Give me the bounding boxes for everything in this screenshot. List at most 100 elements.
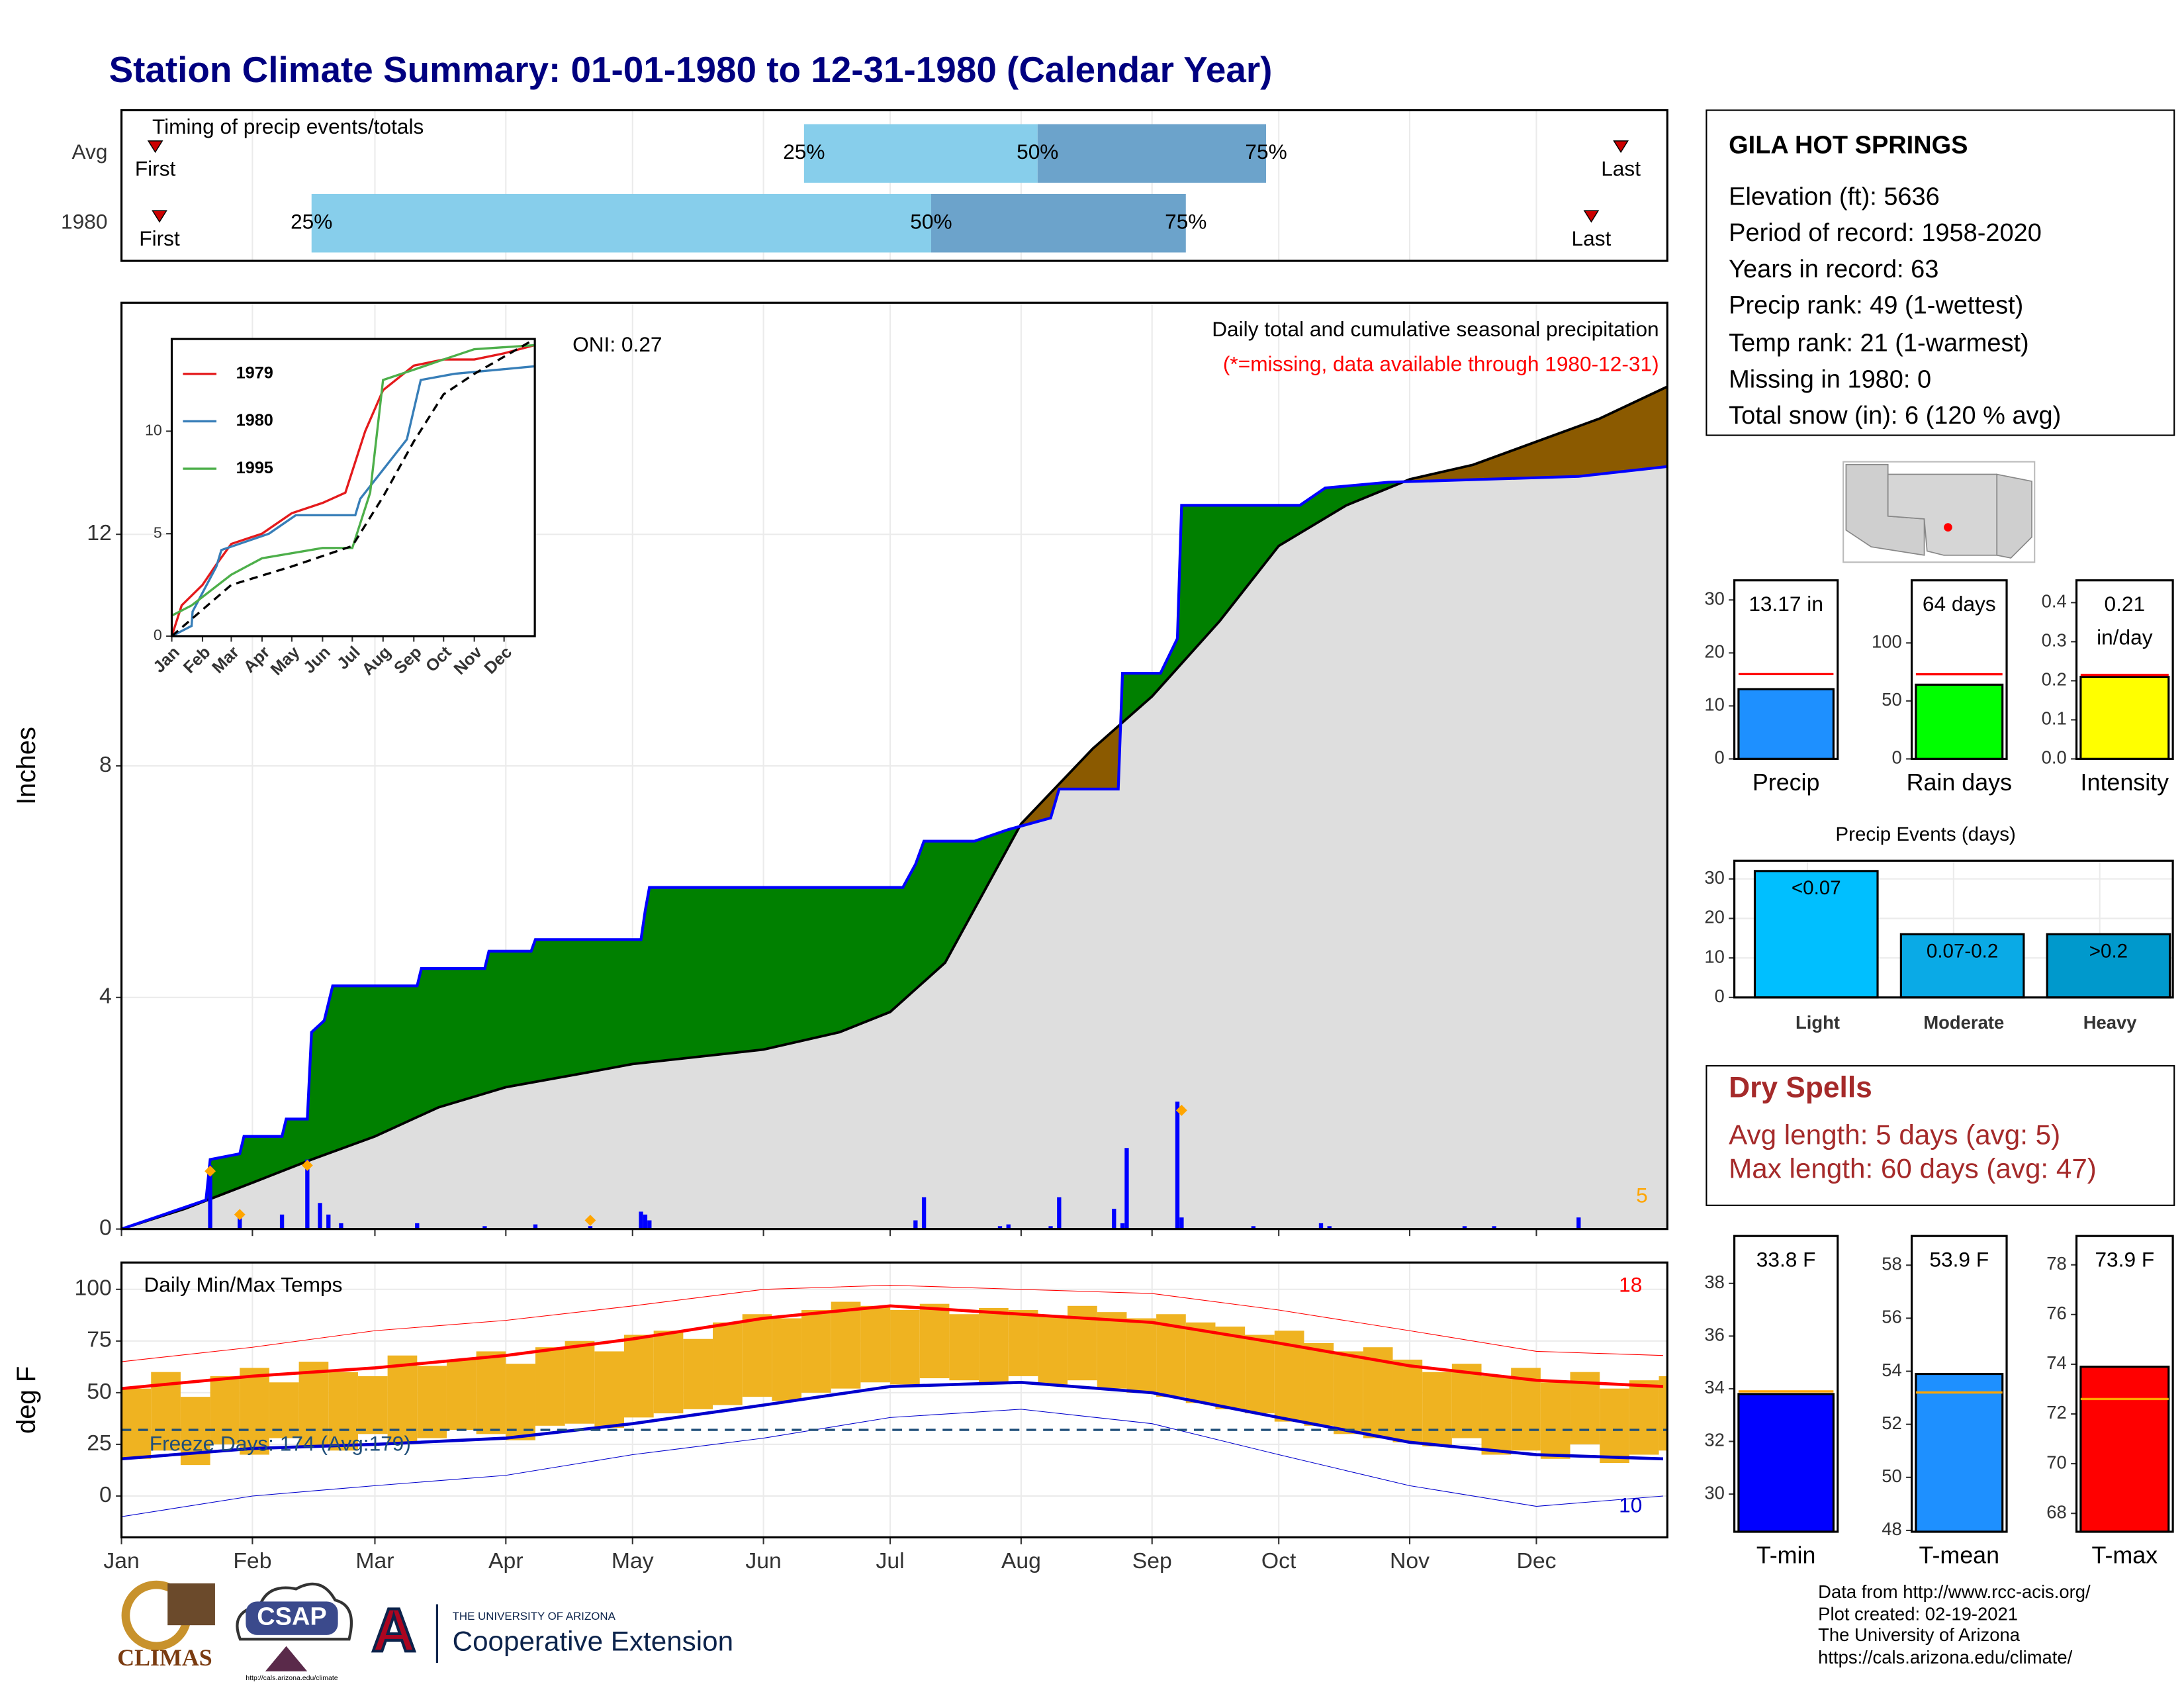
y-axis-title: Inches	[12, 727, 41, 805]
y-tick-label: 0.2	[2042, 669, 2067, 690]
category-label: T-min	[1756, 1542, 1816, 1568]
y-tick-label: 75	[87, 1327, 112, 1352]
value-label: 0.21 in/day	[2097, 592, 2153, 651]
bin-label: >0.2	[2089, 941, 2128, 962]
daily-bar	[913, 1220, 918, 1229]
temp-line	[121, 1304, 1664, 1390]
y-tick-label: 20	[1704, 641, 1725, 662]
min-count: 10	[1619, 1493, 1642, 1517]
y-tick-label: 0	[99, 1215, 112, 1241]
quartile-label: 75%	[1245, 140, 1287, 164]
x-tick-label: Dec	[1516, 1548, 1556, 1573]
station-box	[1706, 109, 2175, 436]
station-line: Years in record: 63	[1729, 256, 1938, 283]
x-tick-label: Jan	[103, 1548, 139, 1573]
plot-frame	[120, 301, 1668, 1231]
y-tick-label: 100	[74, 1276, 111, 1301]
legend-label: 1980	[236, 411, 273, 430]
y-tick-label: 0.4	[2042, 591, 2067, 612]
y-tick-label: 10	[1704, 946, 1725, 966]
bin-label: <0.07	[1792, 877, 1841, 899]
plot-frame	[120, 109, 1668, 262]
series-line	[171, 344, 535, 636]
category-label: Precip	[1752, 769, 1820, 796]
y-tick-label: 68	[2046, 1501, 2067, 1522]
temp-range-bar	[476, 1351, 506, 1434]
footer-line: Plot created: 02-19-2021	[1818, 1604, 2018, 1624]
y-tick-label: 12	[87, 520, 112, 545]
daily-bar	[1175, 1102, 1180, 1229]
value-label: 13.17 in	[1749, 592, 1823, 617]
temp-range-bar	[1659, 1376, 1668, 1451]
temp-range-bar	[357, 1376, 388, 1434]
category-label: Rain days	[1907, 769, 2012, 796]
quartile-bar	[311, 193, 931, 253]
temp-range-bar	[1629, 1380, 1659, 1455]
daily-bar	[339, 1223, 343, 1229]
bar	[2079, 675, 2170, 761]
y-tick-label: 10	[1704, 694, 1725, 715]
temp-range-bar	[1481, 1376, 1512, 1455]
map-state	[1845, 463, 1925, 556]
csap-badge	[246, 1601, 338, 1635]
station-dot	[1944, 523, 1952, 532]
category-label: Heavy	[2083, 1012, 2138, 1033]
y-tick-label: 76	[2046, 1303, 2067, 1323]
station-line: Temp rank: 21 (1-warmest)	[1729, 330, 2029, 357]
timeline-label: Timing of precip events/totals	[152, 115, 424, 138]
quartile-bar	[1037, 124, 1267, 183]
y-tick-label: 4	[99, 984, 112, 1009]
quartile-bar	[931, 193, 1186, 253]
csap-logo-text: CSAP	[257, 1603, 326, 1631]
x-tick-label: Sep	[1132, 1548, 1172, 1573]
category-label: T-mean	[1919, 1542, 2000, 1568]
daily-bar	[1576, 1217, 1581, 1229]
plot-frame	[1733, 579, 1839, 761]
map-state	[1996, 473, 2032, 559]
y-tick-label: 48	[1882, 1519, 1902, 1539]
x-tick-label: Feb	[233, 1548, 271, 1573]
quartile-label: 25%	[291, 210, 332, 234]
daily-bar	[1006, 1224, 1011, 1229]
temp-range-bar	[831, 1301, 861, 1389]
quartile-label: 50%	[1017, 140, 1058, 164]
value-label-box: 13.17 in	[1749, 592, 1823, 617]
y-tick-label: 32	[1704, 1430, 1725, 1450]
bar	[1737, 1393, 1835, 1533]
temp-range-bar	[1008, 1310, 1038, 1376]
temp-range-bar	[1334, 1351, 1363, 1434]
temp-range-bar	[919, 1303, 950, 1379]
extension-name: Cooperative Extension	[453, 1626, 733, 1657]
row-label: Avg	[71, 140, 107, 164]
dry-spells-line: Max length: 60 days (avg: 47)	[1729, 1152, 2097, 1184]
category-label: Intensity	[2081, 769, 2169, 796]
y-tick-label: 25	[87, 1430, 112, 1456]
snow-marker	[584, 1215, 596, 1226]
dry-spells-line: Avg length: 5 days (avg: 5)	[1729, 1119, 2060, 1150]
logos: CLIMAS CSAP http://cals.arizona.edu/clim…	[117, 1580, 733, 1682]
oni-label: ONI: 0.27	[572, 332, 662, 356]
value-label: 73.9 F	[2095, 1248, 2155, 1272]
temp-range-bar	[446, 1359, 477, 1430]
snow-marker	[1175, 1104, 1187, 1116]
page-title: Station Climate Summary: 01-01-1980 to 1…	[109, 49, 1273, 90]
temp-range-bar	[1304, 1342, 1334, 1426]
value-label: 33.8 F	[1756, 1248, 1816, 1272]
y-tick-label: 36	[1704, 1325, 1725, 1345]
footer-line: https://cals.arizona.edu/climate/	[1818, 1647, 2072, 1667]
event-label: First	[135, 156, 176, 180]
y-tick-label: 8	[99, 752, 112, 777]
daily-bar	[1492, 1226, 1496, 1229]
daily-bar	[238, 1217, 242, 1229]
plot-frame	[1910, 579, 2008, 761]
y-tick-label: 30	[1704, 1482, 1725, 1503]
temp-range-bar	[328, 1372, 358, 1451]
bar	[1915, 1372, 2004, 1533]
x-tick-label: Nov	[1390, 1548, 1430, 1573]
snow-marker	[301, 1160, 313, 1171]
temp-range-bar	[890, 1310, 920, 1385]
location-map	[1843, 461, 2036, 563]
daily-bar	[318, 1203, 322, 1229]
y-tick-label: 38	[1704, 1272, 1725, 1292]
